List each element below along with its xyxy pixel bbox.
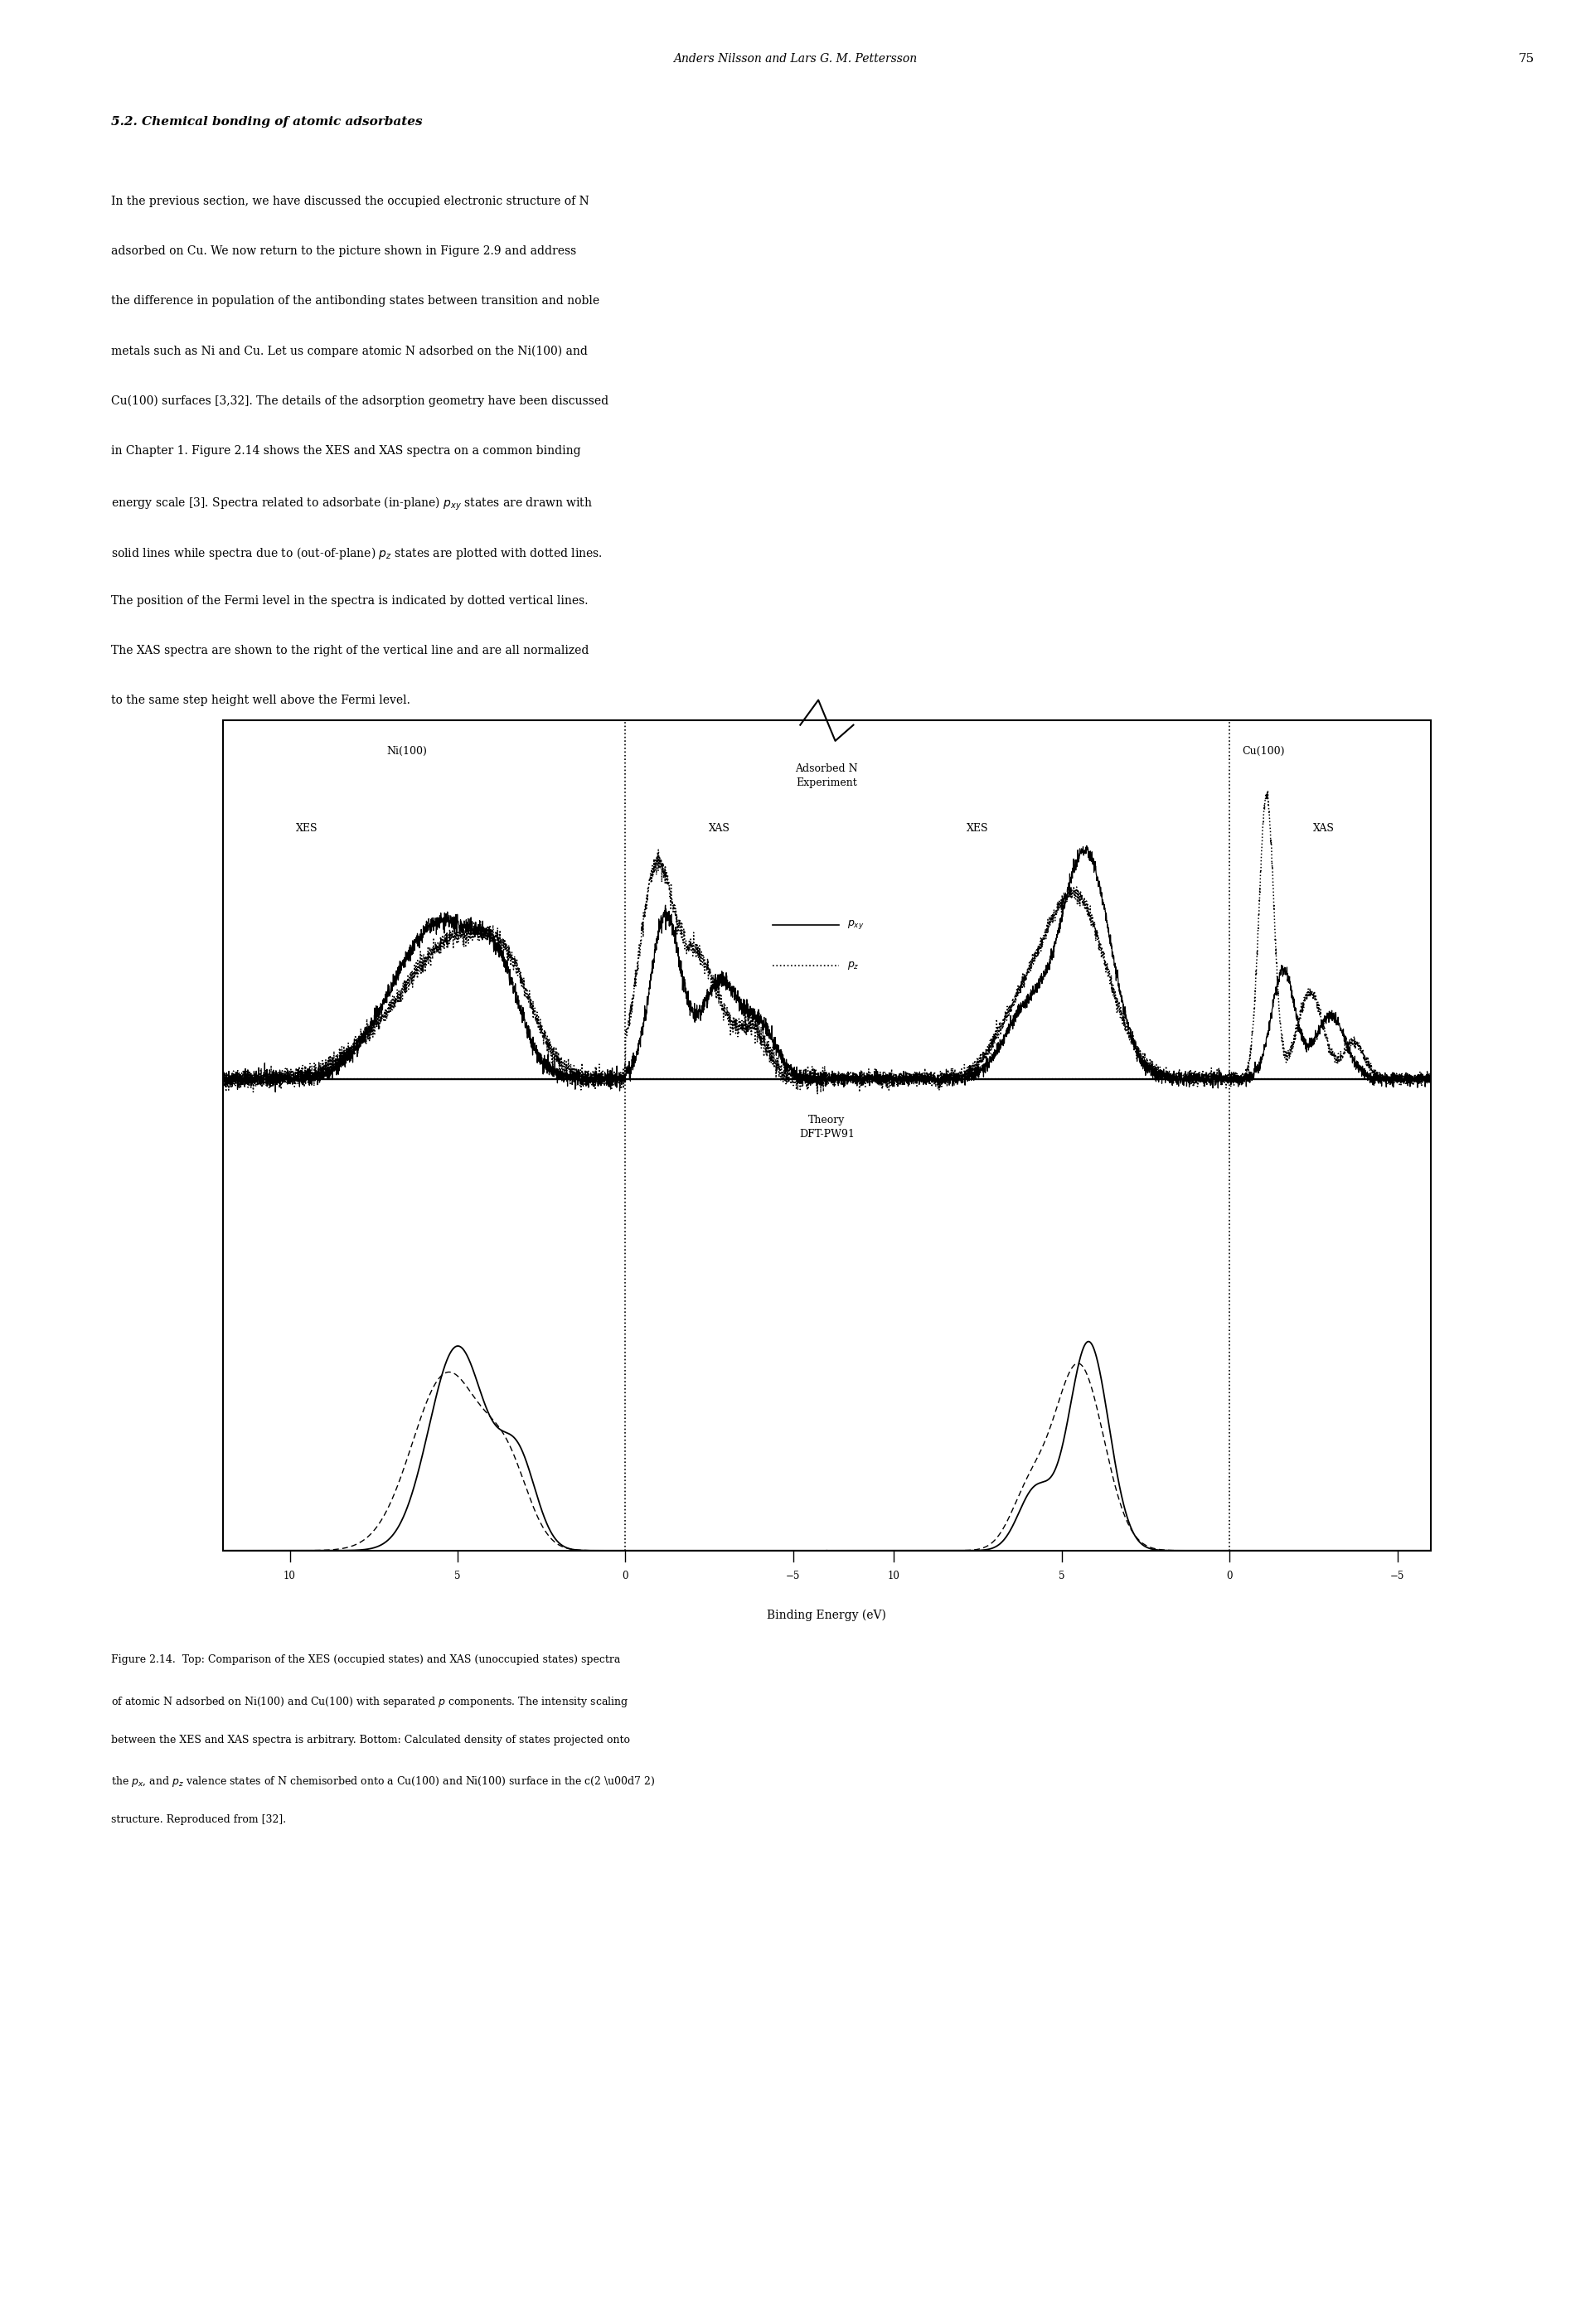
Text: Ni(100): Ni(100) (386, 746, 428, 758)
Text: metals such as Ni and Cu. Let us compare atomic N adsorbed on the Ni(100) and: metals such as Ni and Cu. Let us compare… (111, 344, 588, 358)
Text: of atomic N adsorbed on Ni(100) and Cu(100) with separated $p$ components. The i: of atomic N adsorbed on Ni(100) and Cu(1… (111, 1694, 628, 1708)
Text: 5: 5 (455, 1571, 461, 1583)
Text: adsorbed on Cu. We now return to the picture shown in Figure 2.9 and address: adsorbed on Cu. We now return to the pic… (111, 244, 577, 256)
Text: $p_{xy}$: $p_{xy}$ (847, 918, 865, 932)
Text: Figure 2.14.  Top: Comparison of the XES (occupied states) and XAS (unoccupied s: Figure 2.14. Top: Comparison of the XES … (111, 1655, 620, 1666)
Text: energy scale [3]. Spectra related to adsorbate (in-plane) $p_{xy}$ states are dr: energy scale [3]. Spectra related to ads… (111, 495, 593, 511)
Text: between the XES and XAS spectra is arbitrary. Bottom: Calculated density of stat: between the XES and XAS spectra is arbit… (111, 1734, 630, 1745)
Text: 10: 10 (283, 1571, 296, 1583)
Text: 0: 0 (1226, 1571, 1232, 1583)
Text: $p_z$: $p_z$ (847, 960, 860, 971)
Text: the difference in population of the antibonding states between transition and no: the difference in population of the anti… (111, 295, 599, 307)
Text: structure. Reproduced from [32].: structure. Reproduced from [32]. (111, 1815, 286, 1824)
Text: XAS: XAS (709, 823, 730, 834)
Text: in Chapter 1. Figure 2.14 shows the XES and XAS spectra on a common binding: in Chapter 1. Figure 2.14 shows the XES … (111, 444, 580, 456)
Text: solid lines while spectra due to (out-of-plane) $p_z$ states are plotted with do: solid lines while spectra due to (out-of… (111, 544, 603, 560)
Text: XES: XES (967, 823, 989, 834)
Text: The position of the Fermi level in the spectra is indicated by dotted vertical l: The position of the Fermi level in the s… (111, 595, 588, 607)
Text: −5: −5 (1390, 1571, 1404, 1583)
Text: 5: 5 (1059, 1571, 1065, 1583)
Text: Cu(100) surfaces [3,32]. The details of the adsorption geometry have been discus: Cu(100) surfaces [3,32]. The details of … (111, 395, 609, 407)
Text: 5.2. Chemical bonding of atomic adsorbates: 5.2. Chemical bonding of atomic adsorbat… (111, 116, 423, 128)
Text: XAS: XAS (1313, 823, 1334, 834)
Text: 75: 75 (1518, 53, 1534, 65)
Text: Binding Energy (eV): Binding Energy (eV) (766, 1611, 887, 1622)
Text: Cu(100): Cu(100) (1242, 746, 1285, 758)
Text: to the same step height well above the Fermi level.: to the same step height well above the F… (111, 695, 410, 706)
Text: Theory
DFT-PW91: Theory DFT-PW91 (800, 1116, 854, 1141)
Text: 10: 10 (887, 1571, 900, 1583)
Text: The XAS spectra are shown to the right of the vertical line and are all normaliz: The XAS spectra are shown to the right o… (111, 644, 590, 655)
Text: −5: −5 (785, 1571, 800, 1583)
Text: Anders Nilsson and Lars G. M. Pettersson: Anders Nilsson and Lars G. M. Pettersson (673, 53, 917, 65)
Text: XES: XES (296, 823, 318, 834)
Text: Adsorbed N
Experiment: Adsorbed N Experiment (795, 765, 859, 788)
Text: 0: 0 (622, 1571, 628, 1583)
Text: the $p_x$, and $p_z$ valence states of N chemisorbed onto a Cu(100) and Ni(100) : the $p_x$, and $p_z$ valence states of N… (111, 1776, 655, 1789)
Text: In the previous section, we have discussed the occupied electronic structure of : In the previous section, we have discuss… (111, 195, 590, 207)
